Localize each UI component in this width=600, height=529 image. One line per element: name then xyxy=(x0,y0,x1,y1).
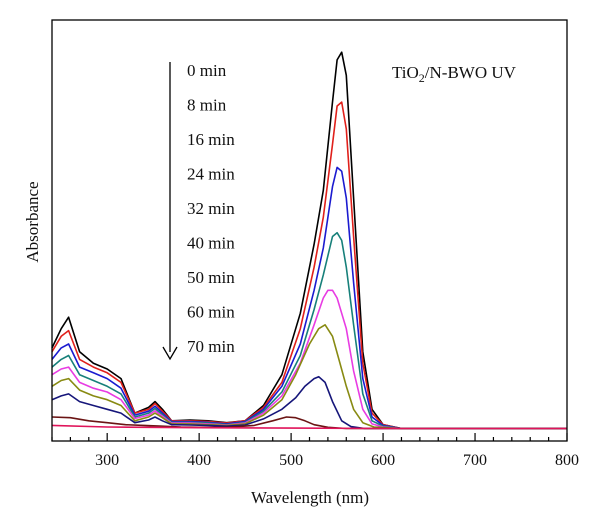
series-line-32-min xyxy=(51,289,567,430)
legend-label-50-min: 50 min xyxy=(187,268,235,287)
annotation-subscript: 2 xyxy=(419,71,425,85)
legend-label-16-min: 16 min xyxy=(187,130,235,149)
legend-label-60-min: 60 min xyxy=(187,303,235,322)
x-tick-label-700: 700 xyxy=(463,452,487,469)
x-axis-tick-labels: 300 400 500 600 700 800 xyxy=(95,452,579,469)
annotation-base: TiO xyxy=(392,63,419,82)
legend-label-40-min: 40 min xyxy=(187,234,235,253)
x-axis-title: Wavelength (nm) xyxy=(251,488,369,507)
legend-label-32-min: 32 min xyxy=(187,199,235,218)
legend-label-24-min: 24 min xyxy=(187,165,235,184)
time-arrow xyxy=(162,62,178,361)
legend-label-70-min: 70 min xyxy=(187,337,235,356)
series-line-16-min xyxy=(51,166,567,430)
y-axis-title: Absorbance xyxy=(23,181,42,262)
series-line-50-min xyxy=(51,375,567,430)
x-tick-label-500: 500 xyxy=(279,452,303,469)
series-line-70-min xyxy=(51,424,567,430)
x-axis-ticks xyxy=(51,433,568,441)
x-tick-label-400: 400 xyxy=(187,452,211,469)
sample-annotation: TiO2/N-BWO UV xyxy=(392,63,517,85)
legend-label-0-min: 0 min xyxy=(187,61,227,80)
x-tick-label-800: 800 xyxy=(555,452,579,469)
series-line-8-min xyxy=(51,101,567,430)
annotation-rest: /N-BWO UV xyxy=(425,63,517,82)
series-line-24-min xyxy=(51,231,567,430)
x-tick-label-600: 600 xyxy=(371,452,395,469)
legend: 0 min 8 min 16 min 24 min 32 min 40 min 50 min… xyxy=(187,61,235,356)
series-line-40-min xyxy=(51,324,567,430)
legend-label-8-min: 8 min xyxy=(187,96,227,115)
arrow-head-icon xyxy=(162,346,178,361)
x-tick-label-300: 300 xyxy=(95,452,119,469)
series-layer xyxy=(51,51,567,430)
